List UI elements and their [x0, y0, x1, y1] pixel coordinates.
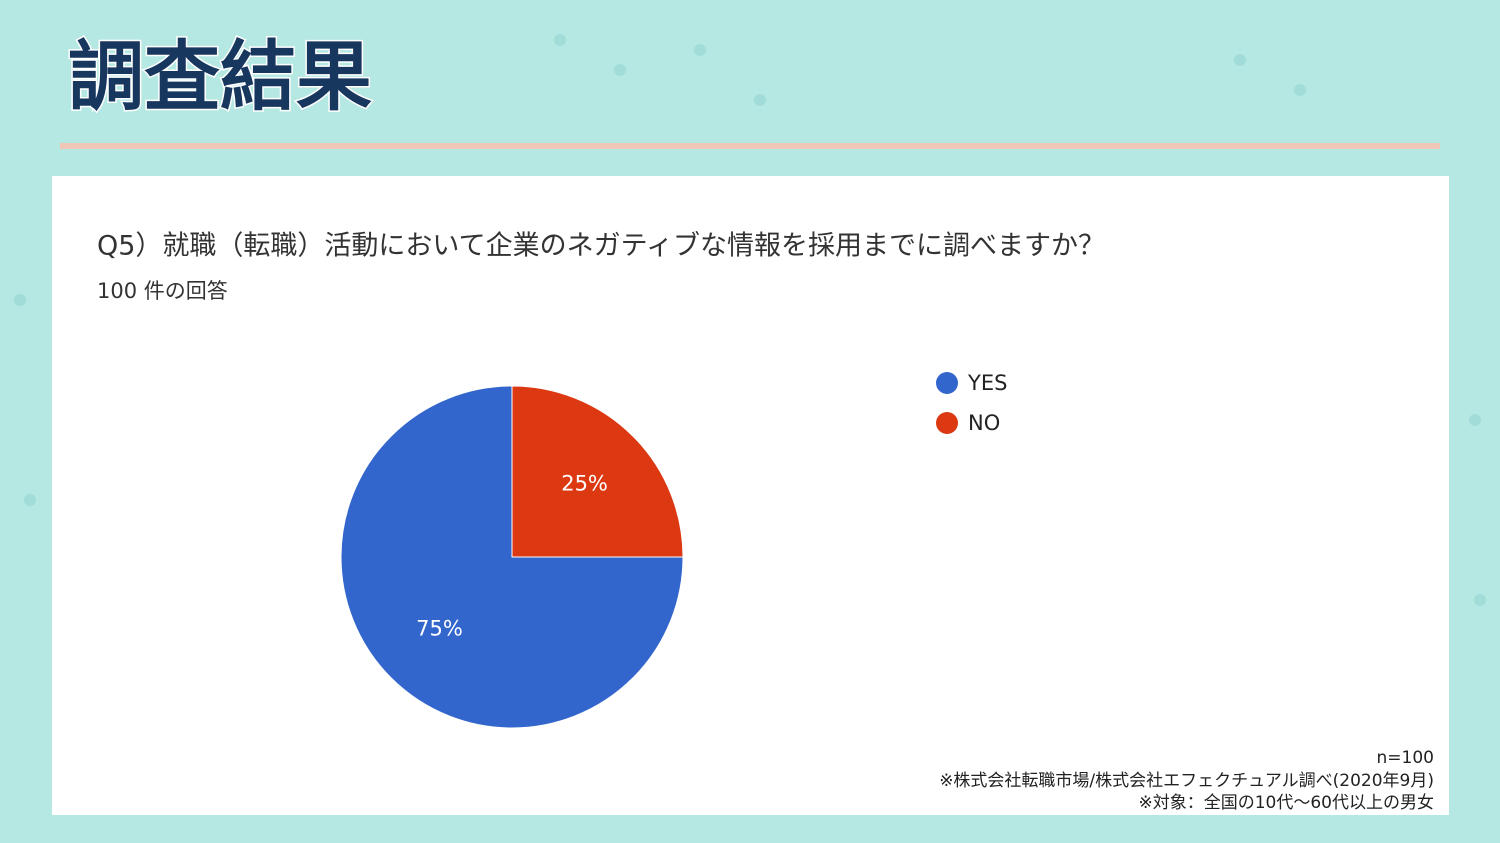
slice-label: 25%	[561, 471, 608, 495]
pie-slice	[511, 385, 684, 558]
note: ※株式会社転職市場/株式会社エフェクチュアル調べ(2020年9月)	[939, 771, 1434, 791]
chart-panel	[52, 176, 1449, 815]
chart-subtitle: 100 件の回答	[97, 279, 228, 303]
legend-label: NO	[968, 411, 1000, 435]
note: ※対象：全国の10代～60代以上の男女	[1138, 793, 1434, 813]
slice-label: 75%	[416, 617, 463, 641]
pie-slice	[340, 385, 684, 729]
chart-title: Q5）就職（転職）活動において企業のネガティブな情報を採用までに調べますか？	[97, 231, 1105, 262]
legend-swatch	[936, 372, 958, 394]
legend-label: YES	[967, 371, 1007, 395]
background-dots	[14, 34, 1486, 606]
slide-title: 調査結果	[68, 32, 372, 121]
note: n=100	[1377, 748, 1434, 768]
legend-swatch	[936, 412, 958, 434]
